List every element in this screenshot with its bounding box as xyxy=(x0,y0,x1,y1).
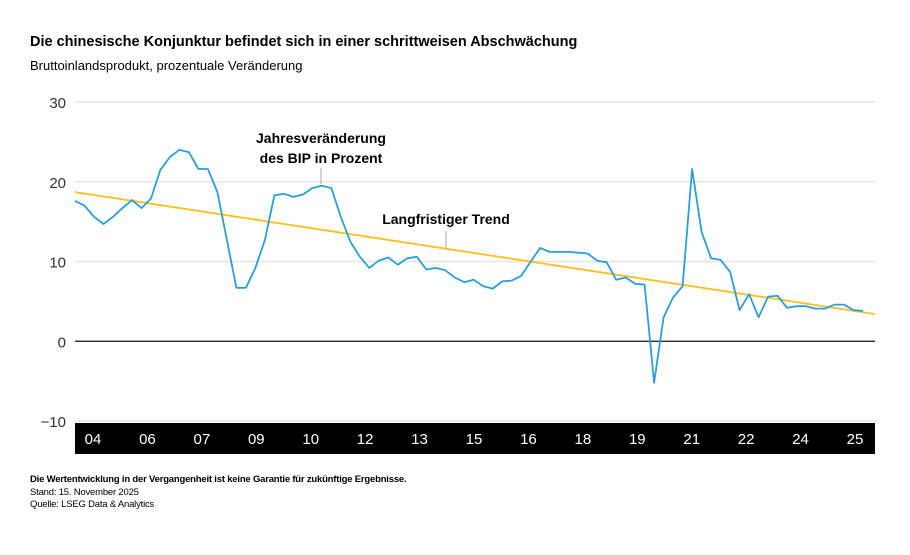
x-tick-label: 22 xyxy=(738,431,755,448)
x-tick-label: 06 xyxy=(139,431,156,448)
x-tick-label: 21 xyxy=(683,431,700,448)
y-tick-label: 30 xyxy=(49,95,66,112)
x-tick-label: 09 xyxy=(248,431,265,448)
annotation-trend: Langfristiger Trend xyxy=(382,211,510,227)
y-tick-label: −10 xyxy=(41,414,66,431)
x-tick-label: 25 xyxy=(847,431,864,448)
x-tick-label: 04 xyxy=(85,431,102,448)
x-tick-label: 18 xyxy=(575,431,592,448)
y-tick-label: 20 xyxy=(49,175,66,192)
annotation-gdp-line1: Jahresveränderung xyxy=(256,130,386,146)
x-axis-band xyxy=(75,423,875,454)
x-tick-label: 24 xyxy=(792,431,809,448)
footer-disclaimer: Die Wertentwicklung in der Vergangenheit… xyxy=(30,474,407,485)
footer-source: Quelle: LSEG Data & Analytics xyxy=(30,499,155,510)
chart-subtitle: Bruttoinlandsprodukt, prozentuale Veränd… xyxy=(30,58,303,73)
y-tick-label: 10 xyxy=(49,255,66,272)
x-tick-label: 10 xyxy=(302,431,319,448)
x-tick-label: 07 xyxy=(194,431,211,448)
x-tick-label: 19 xyxy=(629,431,646,448)
x-tick-label: 16 xyxy=(520,431,537,448)
y-tick-label: 0 xyxy=(58,334,66,351)
x-tick-label: 15 xyxy=(466,431,483,448)
gdp-line xyxy=(74,148,864,384)
chart-title: Die chinesische Konjunktur befindet sich… xyxy=(30,34,578,50)
x-tick-label: 13 xyxy=(411,431,428,448)
trend-line xyxy=(74,191,876,316)
footer-date: Stand: 15. November 2025 xyxy=(30,487,139,498)
x-tick-label: 12 xyxy=(357,431,374,448)
annotation-gdp-line2: des BIP in Prozent xyxy=(260,150,383,166)
